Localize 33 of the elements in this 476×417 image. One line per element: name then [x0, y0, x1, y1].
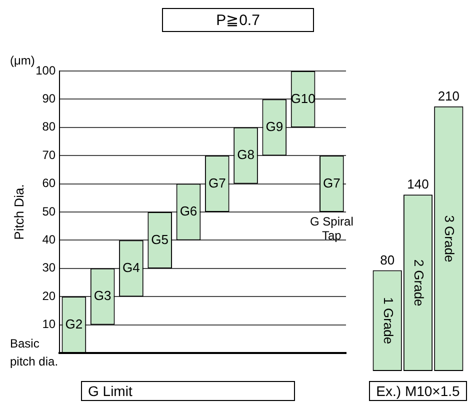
category-label: G8	[237, 147, 254, 162]
category-label: G4	[122, 260, 140, 275]
y-tick-label: 10	[42, 317, 56, 332]
x-tick-label: 2 Grade	[411, 259, 426, 306]
y-tick-label: 40	[42, 232, 56, 247]
category-label: G9	[266, 118, 284, 134]
annotation: G Spiral Tap	[310, 214, 354, 242]
data-label: 210	[438, 88, 460, 104]
x-axis-title: Ex.) M10×1.5	[369, 381, 467, 401]
data-label: 80	[380, 252, 395, 268]
y-tick-label: 20	[42, 288, 56, 303]
category-label: G3	[94, 288, 112, 304]
y-tick-label: 30	[42, 260, 56, 275]
text: (μm)	[10, 53, 35, 68]
y-tick-label: 70	[42, 148, 56, 162]
x-tick-label: 3 Grade	[442, 215, 458, 262]
y-tick-label: 80	[42, 120, 56, 134]
text: Basic pitch dia.	[10, 336, 58, 368]
category-label: G7	[208, 175, 226, 190]
x-tick-label: 1 Grade	[380, 297, 396, 344]
category-label: G2	[65, 316, 83, 332]
category-label: G6	[180, 204, 198, 219]
category-label: G7	[323, 175, 340, 190]
y-tick-label: 90	[42, 92, 56, 106]
x-axis-title: G Limit	[81, 381, 295, 401]
y-axis-title: Pitch Dia.	[11, 184, 26, 240]
data-label: 140	[407, 176, 429, 192]
y-tick-label: 50	[42, 204, 56, 218]
category-label: G10	[290, 90, 316, 106]
chart-title: P≧0.7	[162, 8, 314, 32]
y-tick-label: 60	[42, 176, 56, 190]
category-label: G5	[151, 232, 169, 247]
y-tick-label: 100	[36, 63, 56, 78]
